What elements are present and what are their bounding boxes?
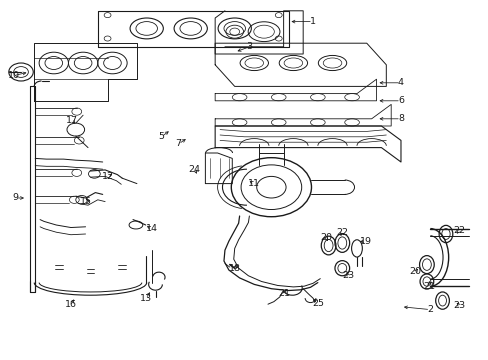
Text: 8: 8 [397, 114, 403, 123]
Text: 20: 20 [409, 267, 421, 276]
Text: 21: 21 [423, 282, 434, 291]
Text: 24: 24 [188, 165, 200, 174]
Text: 22: 22 [453, 226, 465, 235]
Text: 18: 18 [228, 264, 240, 273]
Text: 23: 23 [342, 271, 353, 280]
Text: 1: 1 [309, 17, 315, 26]
Text: 4: 4 [397, 78, 403, 87]
Text: 19: 19 [359, 237, 371, 246]
Text: 20: 20 [320, 233, 331, 242]
Text: 16: 16 [65, 300, 77, 309]
Text: 11: 11 [248, 179, 260, 188]
Text: 17: 17 [66, 116, 78, 125]
Text: 5: 5 [158, 132, 164, 141]
Text: 14: 14 [145, 224, 157, 233]
Text: 25: 25 [311, 299, 323, 307]
Text: 3: 3 [246, 42, 252, 51]
Text: 22: 22 [336, 228, 347, 237]
Text: 23: 23 [453, 302, 465, 310]
Text: 9: 9 [13, 194, 19, 202]
Text: 21: 21 [278, 289, 290, 298]
Text: 13: 13 [140, 294, 151, 303]
Text: 12: 12 [102, 172, 113, 181]
Text: 7: 7 [175, 139, 181, 148]
Text: 10: 10 [8, 71, 20, 80]
Text: 15: 15 [80, 197, 91, 206]
Text: 6: 6 [397, 96, 403, 105]
Text: 2: 2 [427, 305, 432, 314]
